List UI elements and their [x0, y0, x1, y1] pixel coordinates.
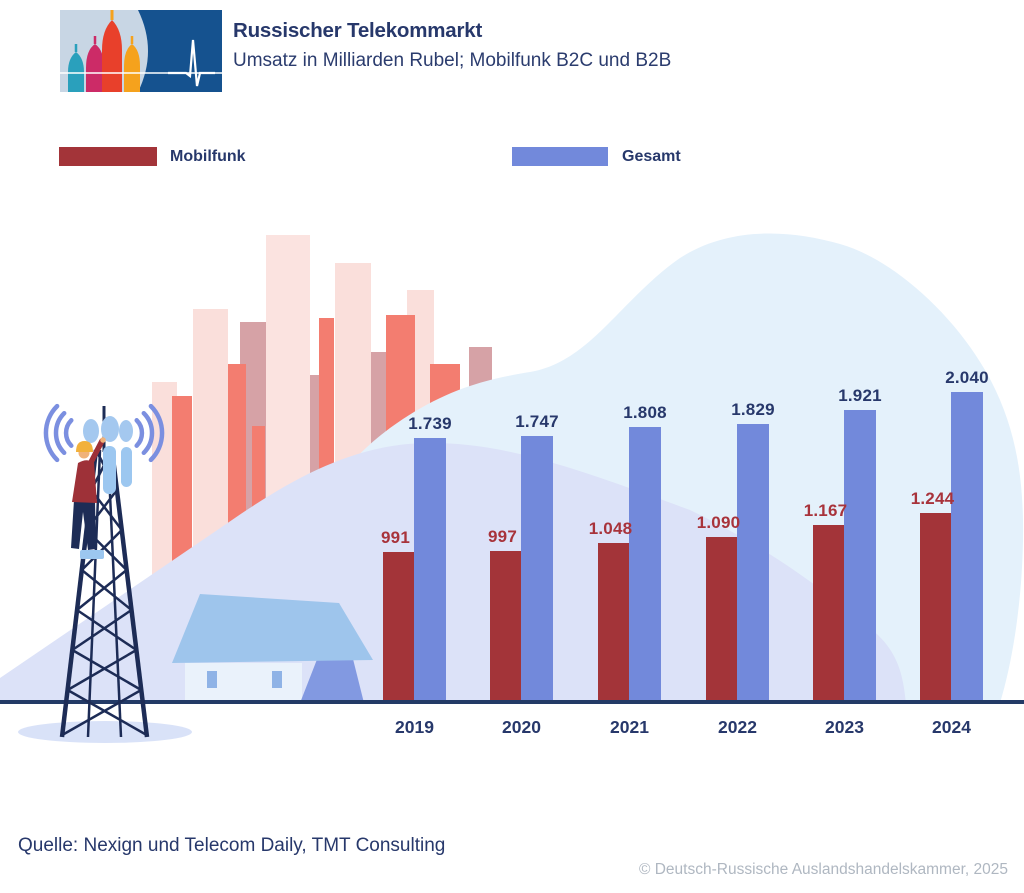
value-label-mobilfunk-2021: 1.048 [588, 519, 633, 538]
value-label-gesamt-2022: 1.829 [731, 400, 775, 419]
x-axis-label-2020: 2020 [502, 717, 541, 737]
value-label-gesamt-2019: 1.739 [408, 414, 452, 433]
value-label-mobilfunk-2019: 991 [381, 528, 410, 547]
x-axis-label-2022: 2022 [718, 717, 757, 737]
bar-gesamt-2021 [629, 427, 661, 703]
copyright-note: © Deutsch-Russische Auslandshandelskamme… [639, 861, 1008, 878]
house-window [207, 671, 217, 688]
value-label-gesamt-2023: 1.921 [838, 386, 882, 405]
bar-mobilfunk-2020 [490, 551, 521, 703]
value-label-mobilfunk-2024: 1.244 [910, 489, 955, 508]
bar-mobilfunk-2024 [920, 513, 951, 703]
tower-shadow [18, 721, 192, 743]
legend-swatch-gesamt [512, 147, 608, 166]
value-label-mobilfunk-2022: 1.090 [696, 513, 741, 532]
bar-mobilfunk-2022 [706, 537, 737, 703]
house-body [185, 663, 302, 703]
legend-label-mobilfunk: Mobilfunk [170, 148, 246, 165]
bar-mobilfunk-2023 [813, 525, 844, 703]
house-icon [172, 594, 373, 703]
wifi-waves-icon [43, 403, 165, 463]
ahk-logo [60, 10, 222, 92]
bar-gesamt-2024 [951, 392, 983, 703]
legend-swatch-mobilfunk [59, 147, 157, 166]
legend-label-gesamt: Gesamt [622, 148, 681, 165]
pulse-line-icon [60, 39, 222, 87]
value-label-gesamt-2024: 2.040 [945, 368, 989, 387]
technician-icon [71, 437, 106, 559]
x-axis-label-2023: 2023 [825, 717, 864, 737]
value-label-mobilfunk-2020: 997 [488, 527, 517, 546]
x-axis-label-2021: 2021 [610, 717, 649, 737]
x-axis-label-2024: 2024 [932, 717, 971, 737]
bar-gesamt-2019 [414, 438, 446, 703]
bar-gesamt-2020 [521, 436, 553, 703]
source-note: Quelle: Nexign und Telecom Daily, TMT Co… [18, 835, 446, 856]
house-window [272, 671, 282, 688]
cell-tower-illustration [18, 403, 192, 743]
x-axis-line [0, 700, 1024, 704]
value-label-gesamt-2020: 1.747 [515, 412, 559, 431]
cathedral-icon [68, 10, 140, 92]
x-axis-label-2019: 2019 [395, 717, 434, 737]
bar-gesamt-2022 [737, 424, 769, 703]
page-subtitle: Umsatz in Milliarden Rubel; Mobilfunk B2… [233, 50, 672, 71]
bar-mobilfunk-2021 [598, 543, 629, 703]
value-label-mobilfunk-2023: 1.167 [803, 501, 848, 520]
value-label-gesamt-2021: 1.808 [623, 403, 667, 422]
bar-gesamt-2023 [844, 410, 876, 703]
bar-mobilfunk-2019 [383, 552, 414, 703]
page-title: Russischer Telekommarkt [233, 19, 483, 42]
house-roof [172, 594, 373, 663]
cell-tower-icon [59, 406, 150, 738]
antenna-panels [83, 416, 133, 494]
